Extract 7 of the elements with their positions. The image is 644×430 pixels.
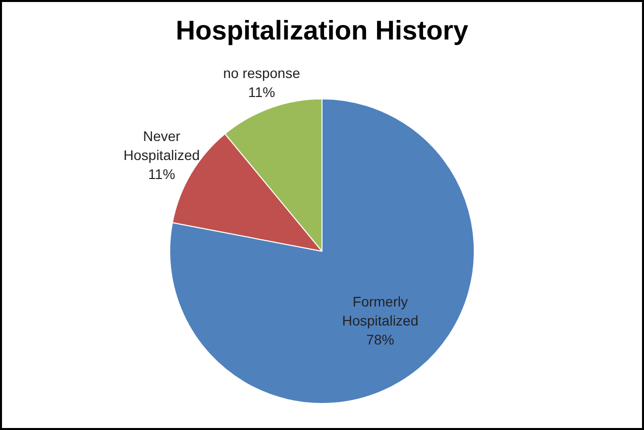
data-label: 11%: [148, 166, 176, 182]
data-label: 78%: [366, 331, 394, 348]
slice-label: Never Hospitalized: [124, 128, 200, 164]
chart-title: Hospitalization History: [176, 16, 468, 46]
slice-label: Formerly Hospitalized: [342, 293, 418, 328]
data-label: 11%: [248, 84, 276, 100]
slice-label: no response: [223, 64, 300, 81]
